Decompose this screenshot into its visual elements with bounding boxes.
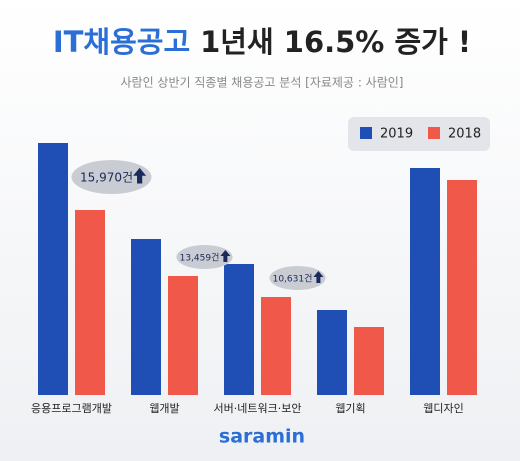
bar <box>168 276 198 395</box>
bar <box>38 143 68 395</box>
subtitle: 사람인 상반기 직종별 채용공고 분석 [자료제공 : 사람인] <box>121 76 404 90</box>
legend-box <box>348 117 490 151</box>
title-part: IT채용공고 <box>53 25 190 59</box>
bar <box>354 327 384 395</box>
up-arrow <box>133 167 147 184</box>
chart-title: IT채용공고 1년새 16.5% 증가 ! <box>53 25 471 59</box>
bar <box>410 168 440 395</box>
x-tick-label: 웹디자인 <box>423 402 463 415</box>
legend-label: 2018 <box>448 127 481 142</box>
legend-swatch <box>360 127 372 139</box>
title-part: 1년새 16.5% 증가 ! <box>200 25 471 59</box>
bar <box>261 297 291 395</box>
annotation-text: 15,970건 <box>80 171 133 185</box>
annotation-bubble <box>176 245 233 269</box>
legend-label: 2019 <box>380 127 413 142</box>
annotation-text: 10,631건 <box>273 274 313 285</box>
bar <box>224 264 254 395</box>
x-tick-label: 웹개발 <box>149 402 179 415</box>
annotation-bubble <box>71 160 152 194</box>
brand-logo: saramin <box>219 426 305 448</box>
bar <box>317 310 347 395</box>
annotation-text: 13,459건 <box>180 253 220 264</box>
annotation-bubble <box>269 266 326 290</box>
up-arrow <box>313 271 324 283</box>
x-tick-label: 응용프로그램개발 <box>31 402 112 415</box>
legend-swatch <box>428 127 440 139</box>
bar <box>75 210 105 395</box>
bar <box>131 239 161 395</box>
x-tick-label: 서버·네트워크·보안 <box>214 402 302 415</box>
x-tick-label: 웹기획 <box>335 402 365 415</box>
up-arrow <box>220 250 231 262</box>
bar <box>447 180 477 395</box>
